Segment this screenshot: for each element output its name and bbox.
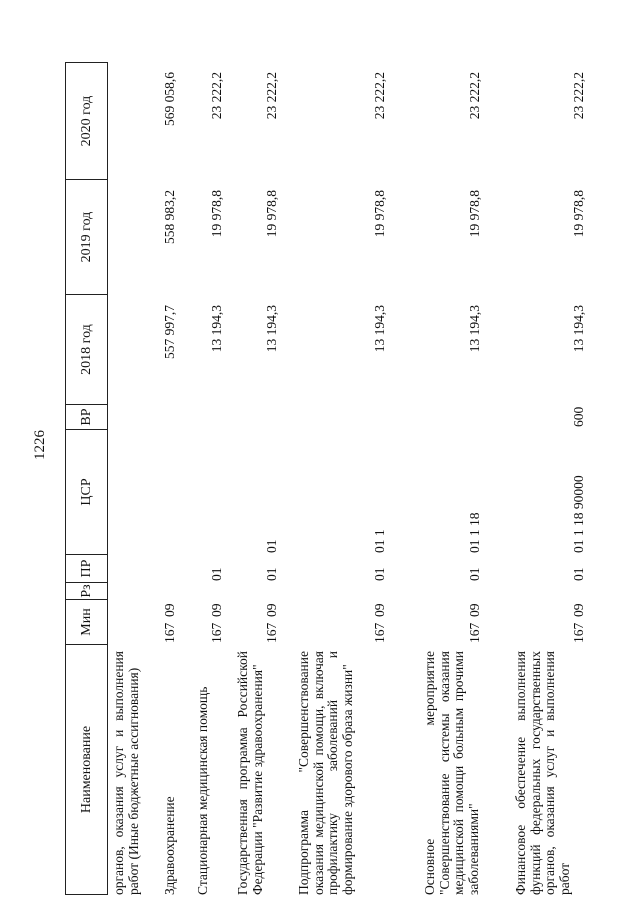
cell-pr: 01 (209, 567, 224, 582)
header-name: Наименование (65, 645, 108, 895)
cell-2019: 19 978,8 (264, 190, 279, 238)
cell-min: 167 (209, 622, 224, 643)
row-name: Подпрограмма "Совершенствование оказания… (296, 651, 355, 895)
cell-csr: 01 1 18 (467, 512, 482, 554)
cell-pr: 01 (467, 567, 482, 582)
row-name: Здравоохранение (162, 796, 177, 895)
header-2020: 2020 год (65, 62, 108, 180)
cell-rz: 09 (571, 603, 586, 618)
cell-min: 167 (264, 622, 279, 643)
cell-2018: 13 194,3 (209, 305, 224, 353)
cell-2019: 19 978,8 (571, 190, 586, 238)
cell-min: 167 (467, 622, 482, 643)
cell-2019: 19 978,8 (467, 190, 482, 238)
cell-2018: 557 997,7 (162, 305, 177, 359)
cell-pr: 01 (372, 567, 387, 582)
cell-2020: 23 222,2 (264, 72, 279, 120)
cell-rz: 09 (264, 603, 279, 618)
cell-2020: 23 222,2 (209, 72, 224, 120)
header-csr: ЦСР (65, 430, 108, 555)
cell-2020: 569 058,6 (162, 72, 177, 126)
header-2018: 2018 год (65, 295, 108, 405)
cell-csr: 01 1 18 90000 (571, 475, 586, 553)
cell-2019: 19 978,8 (209, 190, 224, 238)
cell-2018: 13 194,3 (571, 305, 586, 353)
header-min: Мин (65, 600, 108, 645)
header-pr: ПР (65, 555, 108, 583)
header-2019: 2019 год (65, 180, 108, 295)
row-name: Финансовое обеспечение выполнения функци… (513, 651, 572, 895)
cell-min: 167 (571, 622, 586, 643)
header-vr: ВР (65, 405, 108, 430)
cell-pr: 01 (264, 567, 279, 582)
cell-rz: 09 (162, 603, 177, 618)
header-rz: Рз (65, 583, 108, 600)
cell-2019: 558 983,2 (162, 190, 177, 244)
cell-csr: 01 1 (372, 529, 387, 553)
row-name: Стационарная медицинская помощь (195, 686, 210, 895)
row-name: Основное мероприятие "Совершенствование … (422, 651, 481, 895)
cell-2020: 23 222,2 (372, 72, 387, 120)
cell-vr: 600 (571, 406, 586, 427)
cell-2018: 13 194,3 (264, 305, 279, 353)
cell-2018: 13 194,3 (467, 305, 482, 353)
row-name: Государственная программа Российской Фед… (235, 651, 265, 895)
page-number: 1226 (32, 430, 48, 460)
row-name: органов, оказания услуг и выполнения раб… (111, 651, 141, 895)
cell-2020: 23 222,2 (571, 72, 586, 120)
cell-rz: 09 (467, 603, 482, 618)
cell-min: 167 (162, 622, 177, 643)
cell-2019: 19 978,8 (372, 190, 387, 238)
cell-2018: 13 194,3 (372, 305, 387, 353)
cell-rz: 09 (372, 603, 387, 618)
cell-2020: 23 222,2 (467, 72, 482, 120)
cell-pr: 01 (571, 567, 586, 582)
cell-csr: 01 (264, 539, 279, 554)
cell-min: 167 (372, 622, 387, 643)
cell-rz: 09 (209, 603, 224, 618)
